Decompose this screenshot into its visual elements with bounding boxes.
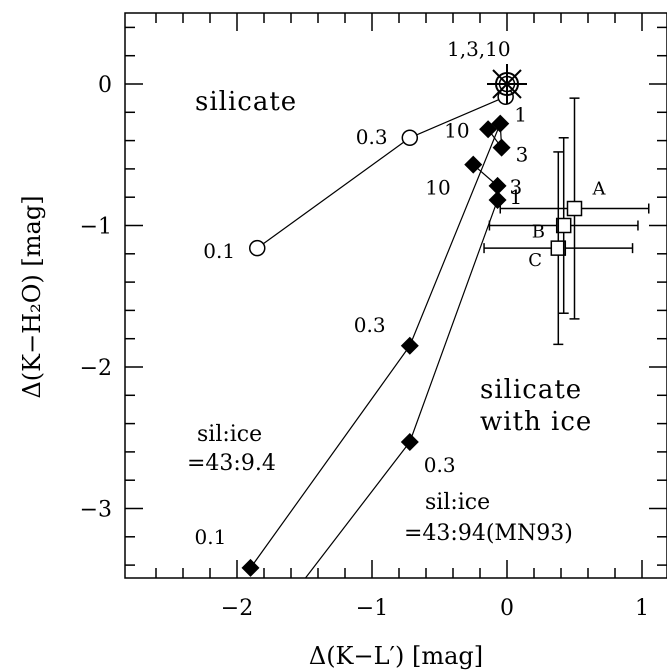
point-label: 0.1	[203, 239, 235, 263]
annotation-sil-ice-2-line2: =43:94(MN93)	[404, 521, 573, 546]
error-bars	[483, 97, 650, 346]
annotation-sil-ice-1-line2: =43:9.4	[187, 451, 276, 476]
x-tick-label: −1	[356, 596, 388, 621]
star-marker-arm	[492, 69, 522, 99]
series-line-segment	[304, 441, 411, 579]
square-marker	[566, 200, 583, 217]
point-label: 3	[510, 175, 523, 199]
diamond-marker	[488, 176, 507, 195]
x-tick-label: 0	[500, 596, 514, 621]
point-label: 1,3,10	[447, 37, 511, 61]
point-label: 0.3	[424, 453, 456, 477]
y-axis-label: Δ(K−H₂O) [mag]	[18, 195, 46, 398]
square-marker	[550, 240, 567, 256]
annotation-silicate-with-ice-1: silicate	[480, 375, 582, 405]
point-label: 3	[516, 143, 529, 167]
diamond-marker	[241, 558, 260, 577]
series-line-segment	[409, 199, 499, 443]
series-line-segment	[256, 137, 411, 249]
series-line-segment	[409, 123, 501, 347]
diamond-marker	[400, 432, 419, 451]
point-label: 10	[425, 176, 450, 200]
point-label: B	[532, 222, 545, 243]
diamond-marker	[464, 155, 483, 174]
axis-ticks	[125, 13, 667, 578]
square-marker	[555, 217, 572, 234]
circle-marker	[401, 129, 419, 147]
data-markers	[241, 64, 583, 577]
x-tick-label: −2	[221, 596, 253, 621]
point-label: 10	[444, 118, 469, 142]
x-tick-label: 1	[635, 596, 649, 621]
y-tick-label: 0	[98, 73, 112, 98]
point-label: 0.1	[195, 525, 227, 549]
circle-marker	[249, 239, 266, 257]
diamond-marker	[479, 120, 498, 139]
point-label: 1	[510, 185, 523, 209]
y-tick-label: −2	[80, 356, 112, 381]
annotation-sil-ice-1-line1: sil:ice	[197, 422, 262, 447]
series-line-segment	[250, 345, 411, 569]
annotation-silicate-with-ice-2: with ice	[480, 407, 592, 437]
diamond-marker	[492, 138, 511, 157]
point-label: 0.3	[354, 313, 386, 337]
annotation-silicate: silicate	[195, 87, 297, 117]
point-label: C	[528, 250, 542, 271]
tick-labels: −2 −1 0 10−1−2−3	[80, 73, 649, 621]
y-tick-label: −3	[80, 498, 112, 523]
diamond-marker	[400, 336, 419, 355]
annotation-sil-ice-2-line1: sil:ice	[425, 490, 490, 515]
point-label: 0.3	[356, 125, 388, 149]
series-lines	[250, 83, 508, 579]
point-label: 1	[514, 103, 527, 127]
series-line-segment	[409, 96, 506, 139]
plot-frame	[124, 12, 667, 579]
point-label: A	[592, 179, 607, 200]
diamond-marker	[488, 191, 507, 210]
y-tick-label: −1	[80, 215, 112, 240]
x-axis-label: Δ(K−L′) [mag]	[309, 642, 483, 670]
